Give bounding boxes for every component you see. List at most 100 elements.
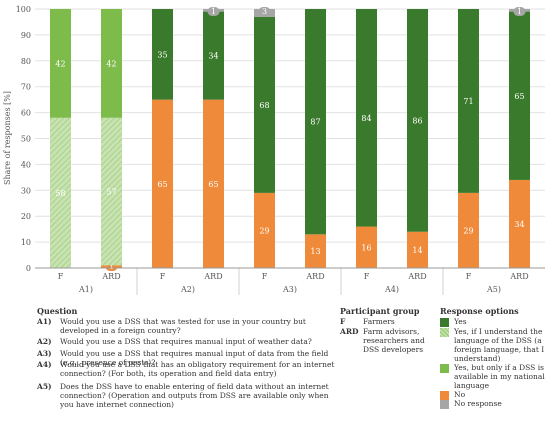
- group-label: A1): [78, 285, 93, 294]
- bar-category-label: ARD: [509, 272, 528, 281]
- response-options-title: Response options: [440, 306, 519, 316]
- participant-group-key: ARD: [340, 327, 359, 336]
- bar-category-label: F: [160, 272, 166, 281]
- data-label: 1: [517, 7, 522, 16]
- y-tick-label: 50: [21, 135, 31, 144]
- bar-segment-yes-understand: [50, 117, 71, 268]
- bars: 58 42 1 57 42 65 35 65 34 1 29 68 3 13 87 16 84 14 86 29 71 3…: [50, 7, 530, 271]
- data-label: 13: [310, 247, 320, 256]
- question-legend-title: Question: [37, 306, 78, 316]
- participant-group-title: Participant group: [340, 306, 420, 316]
- bar-segment-no: [509, 179, 530, 268]
- small-value-badge: [258, 7, 271, 16]
- y-tick-label: 10: [21, 238, 31, 247]
- question-text: Would you use a DSS that requires manual…: [60, 349, 329, 367]
- question-key: A1): [37, 317, 52, 326]
- data-label: 29: [259, 226, 269, 235]
- question-key: A3): [37, 349, 52, 358]
- data-label: 65: [514, 92, 524, 101]
- bar-segment-no: [305, 234, 326, 268]
- small-value-badge: [513, 7, 526, 16]
- question-text: Would you use a DSS that was tested for …: [60, 317, 306, 335]
- data-label: 86: [412, 116, 422, 125]
- y-tick-label: 70: [21, 83, 31, 92]
- legend-swatch-no-response: [440, 400, 449, 409]
- group-label: A2): [180, 285, 195, 294]
- data-label: 16: [361, 243, 371, 252]
- data-label: 1: [211, 7, 216, 16]
- legend-swatch-yes: [440, 318, 449, 327]
- bar-segment-yes: [407, 9, 428, 232]
- question-text: Does the DSS have to enable entering of …: [60, 382, 329, 409]
- bar-segment-no: [254, 192, 275, 268]
- bar-segment-yes-national: [50, 9, 71, 118]
- data-label: 35: [157, 50, 167, 59]
- response-option-text: No: [454, 390, 466, 399]
- data-label: 65: [157, 180, 167, 189]
- y-tick-label: 100: [16, 5, 31, 14]
- data-label: 65: [208, 180, 218, 189]
- bar-segment-yes: [509, 11, 530, 180]
- legend-swatch-yes-national: [440, 364, 449, 373]
- bar-category-label: ARD: [407, 272, 426, 281]
- bar-segment-yes: [254, 16, 275, 193]
- data-label: 84: [361, 114, 371, 123]
- response-option-text: Yes, if I understand the language of the…: [454, 327, 545, 363]
- y-tick-label: 0: [26, 264, 31, 273]
- bar-category-label: ARD: [203, 272, 222, 281]
- legend-area: Question A1) Would you use a DSS that was…: [0, 307, 550, 421]
- bar-segment-yes: [305, 9, 326, 235]
- bar-category-label: ARD: [305, 272, 324, 281]
- data-label: 68: [259, 101, 269, 110]
- response-option-text: Yes, but only if a DSS is available in m…: [454, 363, 545, 390]
- group-label: A5): [486, 285, 501, 294]
- bar-segment-no: [356, 226, 377, 268]
- small-value-badge: [207, 7, 220, 16]
- data-label: 87: [310, 118, 320, 127]
- question-text: Would you use a DSS that has an obligato…: [60, 360, 335, 378]
- question-text: Would you use a DSS that requires manual…: [60, 337, 312, 346]
- participant-group-text: Farmers: [363, 317, 395, 326]
- data-label: 3: [262, 7, 267, 16]
- legend-swatch-yes-understand: [440, 328, 449, 337]
- y-tick-label: 20: [21, 212, 31, 221]
- data-label: 29: [463, 226, 473, 235]
- data-label: 42: [55, 59, 65, 68]
- stacked-bar-chart: 58 42 1 57 42 65 35 65 34 1 29 68 3 13 87 16 84 14 86 29 71 3…: [3, 5, 545, 295]
- axes: 0 10 20 30 40 50 60 70 80 90 100 A1) F ARD A2) F ARD A3) F…: [16, 5, 545, 295]
- data-label: 57: [106, 188, 116, 197]
- question-key: A5): [37, 382, 52, 391]
- legend-swatch-no: [440, 391, 449, 400]
- group-label: A3): [282, 285, 297, 294]
- participant-group-text: Farm advisors, researchers and DSS devel…: [363, 327, 425, 354]
- data-label: 71: [463, 97, 473, 106]
- group-label: A4): [384, 285, 399, 294]
- bar-segment-no: [458, 192, 479, 268]
- bar-segment-yes: [458, 9, 479, 193]
- y-axis-title: Share of responses [%]: [3, 91, 12, 185]
- response-option-text: Yes: [454, 317, 467, 326]
- bar-category-label: F: [364, 272, 370, 281]
- y-tick-label: 40: [21, 160, 31, 169]
- data-label: 42: [106, 59, 116, 68]
- y-tick-label: 90: [21, 31, 31, 40]
- bar-category-label: F: [58, 272, 64, 281]
- data-label: 34: [514, 220, 524, 229]
- y-tick-label: 60: [21, 109, 31, 118]
- question-key: A4): [37, 360, 52, 369]
- data-label: 58: [55, 189, 65, 198]
- data-label: 1: [109, 262, 114, 271]
- bar-segment-yes-national: [101, 9, 122, 118]
- data-label: 14: [412, 246, 422, 255]
- question-key: A2): [37, 337, 52, 346]
- bar-segment-no: [203, 99, 224, 269]
- response-option-text: No response: [454, 399, 502, 408]
- y-tick-label: 80: [21, 57, 31, 66]
- bar-segment-yes: [356, 9, 377, 227]
- bar-segment-no: [152, 99, 173, 269]
- bar-segment-yes-understand: [101, 117, 122, 266]
- participant-group-key: F: [340, 317, 346, 326]
- bar-category-label: ARD: [101, 272, 120, 281]
- bar-category-label: F: [466, 272, 472, 281]
- bar-category-label: F: [262, 272, 268, 281]
